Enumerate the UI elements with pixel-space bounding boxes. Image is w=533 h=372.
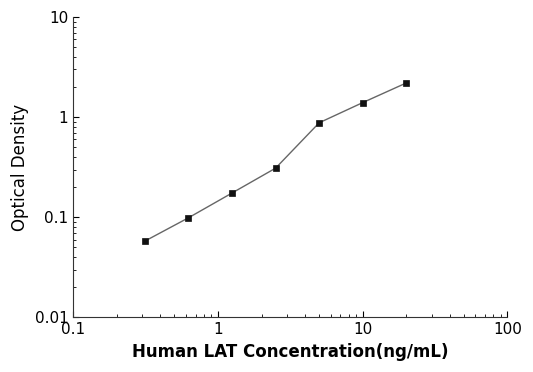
X-axis label: Human LAT Concentration(ng/mL): Human LAT Concentration(ng/mL) bbox=[132, 343, 449, 361]
Y-axis label: Optical Density: Optical Density bbox=[11, 104, 29, 231]
